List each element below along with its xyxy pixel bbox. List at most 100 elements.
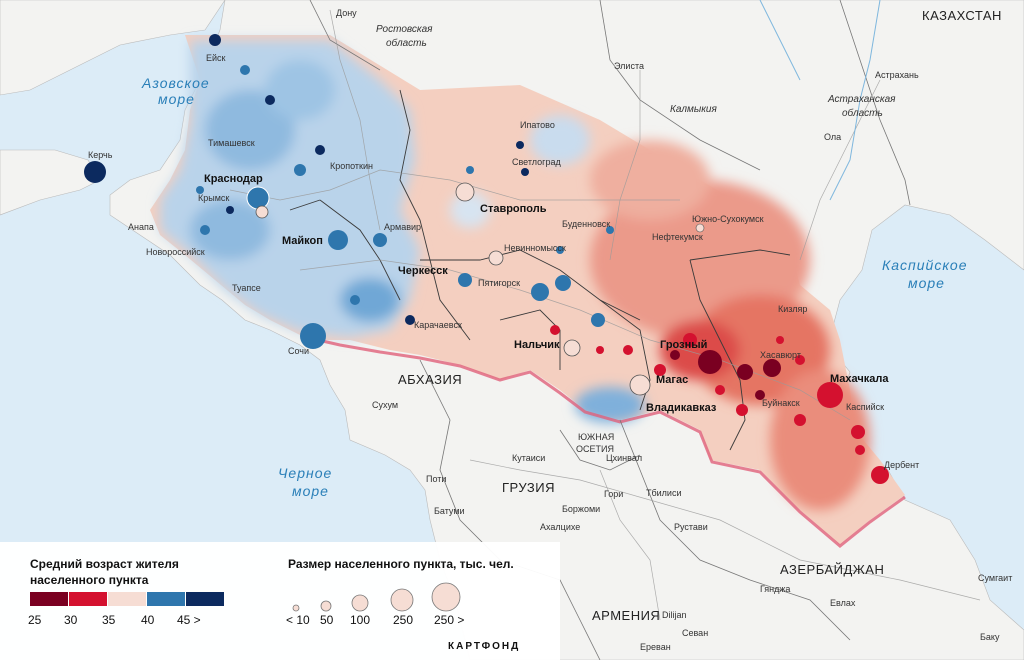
town-label-kaspiysk: Каспийск [846,402,884,412]
settlement-marker [196,186,204,194]
town-label-anapa: Анапа [128,222,154,232]
settlement-marker [695,223,705,233]
legend-age-tick: 40 [141,613,155,627]
town-label-budennovsk: Буденновск [562,219,610,229]
settlement-marker [350,295,360,305]
town-label-buynaksk: Буйнакск [762,398,800,408]
legend-size-tick: < 10 [286,613,310,627]
settlement-marker [556,246,564,254]
town-label-astrakhan: Астрахань [875,70,919,80]
town-label-derbent: Дербент [884,460,919,470]
settlement-marker [405,315,415,325]
settlement-marker [795,355,805,365]
sea-label-caspian-1: Каспийское [882,257,968,273]
legend-size-circle-4 [390,588,414,612]
sea-label-azov-1: Азовское [141,75,210,91]
settlement-marker [623,345,633,355]
country-label-azerbaijan: АЗЕРБАЙДЖАН [780,562,884,577]
settlement-marker [596,346,604,354]
settlement-marker [373,233,387,247]
capital-label-stavropol: Ставрополь [480,203,547,215]
town-label-baku: Баку [980,632,1000,642]
town-label-sumgait: Сумгаит [978,573,1012,583]
sea-label-azov-2: море [158,91,195,107]
settlement-marker [755,390,765,400]
town-label-armavir: Армавир [384,222,421,232]
region-label-astrakhan-2: область [842,107,883,119]
legend-panel: Средний возраст жителя населенного пункт… [0,542,560,660]
capital-label-cherkessk: Черкесск [398,265,448,277]
legend-size-circle-3 [351,594,369,612]
capital-label-maykop: Майкоп [282,235,323,247]
settlement-marker [555,275,571,291]
settlement-vladikavkaz [629,374,651,396]
country-label-south-ossetia-2: ОСЕТИЯ [576,444,614,454]
town-label-sevan: Севан [682,628,708,638]
legend-size-tick: 100 [350,613,371,627]
town-label-svetlograd: Светлоград [512,157,561,167]
legend-age-tick: 25 [28,613,42,627]
region-borders [289,89,791,451]
town-label-novorossiysk: Новороссийск [146,247,205,257]
settlement-marker [855,445,865,455]
region-label-rostov-1: Ростовская [376,24,433,35]
legend-swatch-5 [186,592,224,606]
settlement-marker [265,95,275,105]
settlement-marker [240,65,250,75]
legend-age-tick: 30 [64,613,78,627]
town-label-yuzhno-sukhokumsk: Южно-Сухокумск [692,214,764,224]
town-label-kropotkin: Кропоткин [330,161,373,171]
legend-size-circle-1 [292,604,300,612]
legend-age-title-line2: населенного пункта [30,573,149,587]
settlement-marker [255,205,269,219]
country-labels: КАЗАХСТАН АБХАЗИЯ ГРУЗИЯ АРМЕНИЯ АЗЕРБАЙ… [398,8,1002,623]
region-labels: Ростовская область Калмыкия Астраханская… [376,24,896,119]
settlement-marker [776,336,784,344]
town-label-khasavyurt: Хасавюрт [760,350,801,360]
settlement-krasnodar [246,186,270,210]
settlement-cherkessk [458,273,472,287]
country-label-kazakhstan: КАЗАХСТАН [922,8,1002,23]
town-label-kizlyar: Кизляр [778,304,807,314]
country-label-south-ossetia-1: ЮЖНАЯ [578,432,614,442]
legend-swatch-3 [108,592,146,606]
town-label-elista: Элиста [614,61,644,71]
region-label-astrakhan-1: Астраханская [827,94,896,105]
settlement-khasavyurt [763,359,781,377]
town-label-nevinnomyssk: Невинномысск [504,243,566,253]
country-label-georgia: ГРУЗИЯ [502,480,555,495]
sea-labels: Азовское море Каспийское море Черное мор… [141,75,968,499]
legend-size-tick: 250 [393,613,414,627]
town-labels: Дону Ейск Элиста Астрахань Ола Керчь Тим… [88,8,1012,652]
town-label-ola: Ола [824,132,841,142]
town-label-tbilisi: Тбилиси [646,488,682,498]
town-label-yerevan: Ереван [640,642,671,652]
legend-age-title: Средний возраст жителя населенного пункт… [30,556,179,588]
capital-label-vladikavkaz: Владикавказ [646,402,717,414]
settlement-sochi [300,323,326,349]
land-azov-north [0,0,226,96]
sea-label-black-2: море [292,483,329,499]
settlement-marker [683,333,697,347]
settlement-marker [200,225,210,235]
legend-age-tick: 35 [102,613,116,627]
legend-swatch-4 [147,592,185,606]
region-label-kalmykia: Калмыкия [670,104,717,115]
settlement-maykop [328,230,348,250]
settlement-marker [591,313,605,327]
town-label-timashevsk: Тимашевск [208,138,255,148]
town-label-karachaevsk: Карачаевск [414,320,462,330]
roads [229,9,981,621]
settlement-ipatovo [516,141,524,149]
town-label-borzhomi: Боржоми [562,504,600,514]
sea-label-black-1: Черное [278,465,332,481]
settlement-marker [294,164,306,176]
settlement-kaspiysk [851,425,865,439]
settlement-marker [737,364,753,380]
settlement-marker [715,385,725,395]
capital-labels: Краснодар Майкоп Ставрополь Черкесск Нал… [204,173,889,414]
town-label-sochi: Сочи [288,346,309,356]
town-label-neftekumsk: Нефтекумск [652,232,703,242]
town-label-rustavi: Рустави [674,522,708,532]
